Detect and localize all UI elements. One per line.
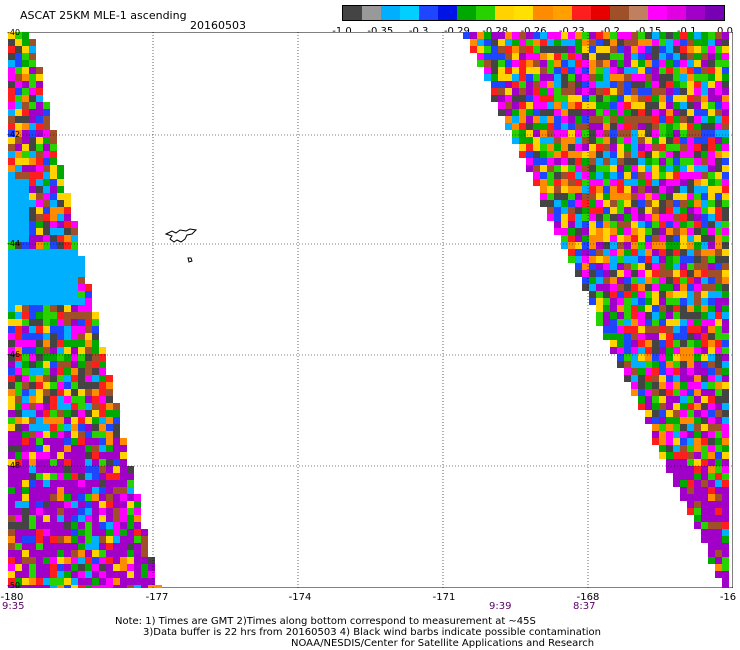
legend-swatch — [457, 6, 477, 20]
graticule — [8, 32, 733, 588]
note-line-3: NOAA/NESDIS/Center for Satellite Applica… — [291, 638, 595, 649]
legend-swatch — [647, 6, 667, 20]
color-legend — [342, 5, 725, 21]
legend-swatch — [381, 6, 401, 20]
x-label-1: -177 — [145, 592, 169, 603]
legend-swatch — [628, 6, 648, 20]
time-mid: 9:39 — [489, 601, 512, 612]
legend-swatch — [704, 6, 724, 20]
y-label-0: -40 — [7, 28, 21, 37]
legend-swatch — [571, 6, 591, 20]
legend-swatch — [666, 6, 686, 20]
island-outline — [164, 228, 198, 263]
legend-swatch — [343, 6, 363, 20]
legend-swatch — [514, 6, 534, 20]
x-label-3: -171 — [432, 592, 456, 603]
y-label-1: -42 — [7, 130, 21, 139]
swath-cells — [8, 32, 729, 588]
legend-swatch — [419, 6, 439, 20]
note-line-2: 3)Data buffer is 22 hrs from 20160503 4)… — [143, 627, 601, 638]
footnotes: Note: 1) Times are GMT 2)Times along bot… — [115, 616, 601, 649]
time-left: 9:35 — [2, 601, 25, 612]
y-label-3: -46 — [7, 350, 21, 359]
legend-swatch — [609, 6, 629, 20]
legend-swatch — [476, 6, 496, 20]
x-label-4: -168 — [576, 592, 600, 603]
legend-swatch — [438, 6, 458, 20]
legend-swatch — [533, 6, 553, 20]
legend-swatch — [400, 6, 420, 20]
legend-swatch — [685, 6, 705, 20]
y-label-2: -44 — [7, 239, 21, 248]
map-date: 20160503 — [190, 19, 246, 32]
x-label-0: -180 — [0, 592, 24, 603]
y-label-4: -48 — [7, 461, 21, 470]
map-title: ASCAT 25KM MLE-1 ascending — [20, 9, 187, 22]
x-label-2: -174 — [288, 592, 312, 603]
y-label-5: -50 — [7, 581, 21, 590]
legend-swatch — [362, 6, 382, 20]
time-right: 8:37 — [573, 601, 596, 612]
legend-swatch — [495, 6, 515, 20]
note-line-1: Note: 1) Times are GMT 2)Times along bot… — [115, 616, 536, 627]
x-label-5: -16 — [719, 592, 737, 603]
map-plot — [8, 32, 733, 588]
legend-swatch — [552, 6, 572, 20]
legend-swatch — [590, 6, 610, 20]
